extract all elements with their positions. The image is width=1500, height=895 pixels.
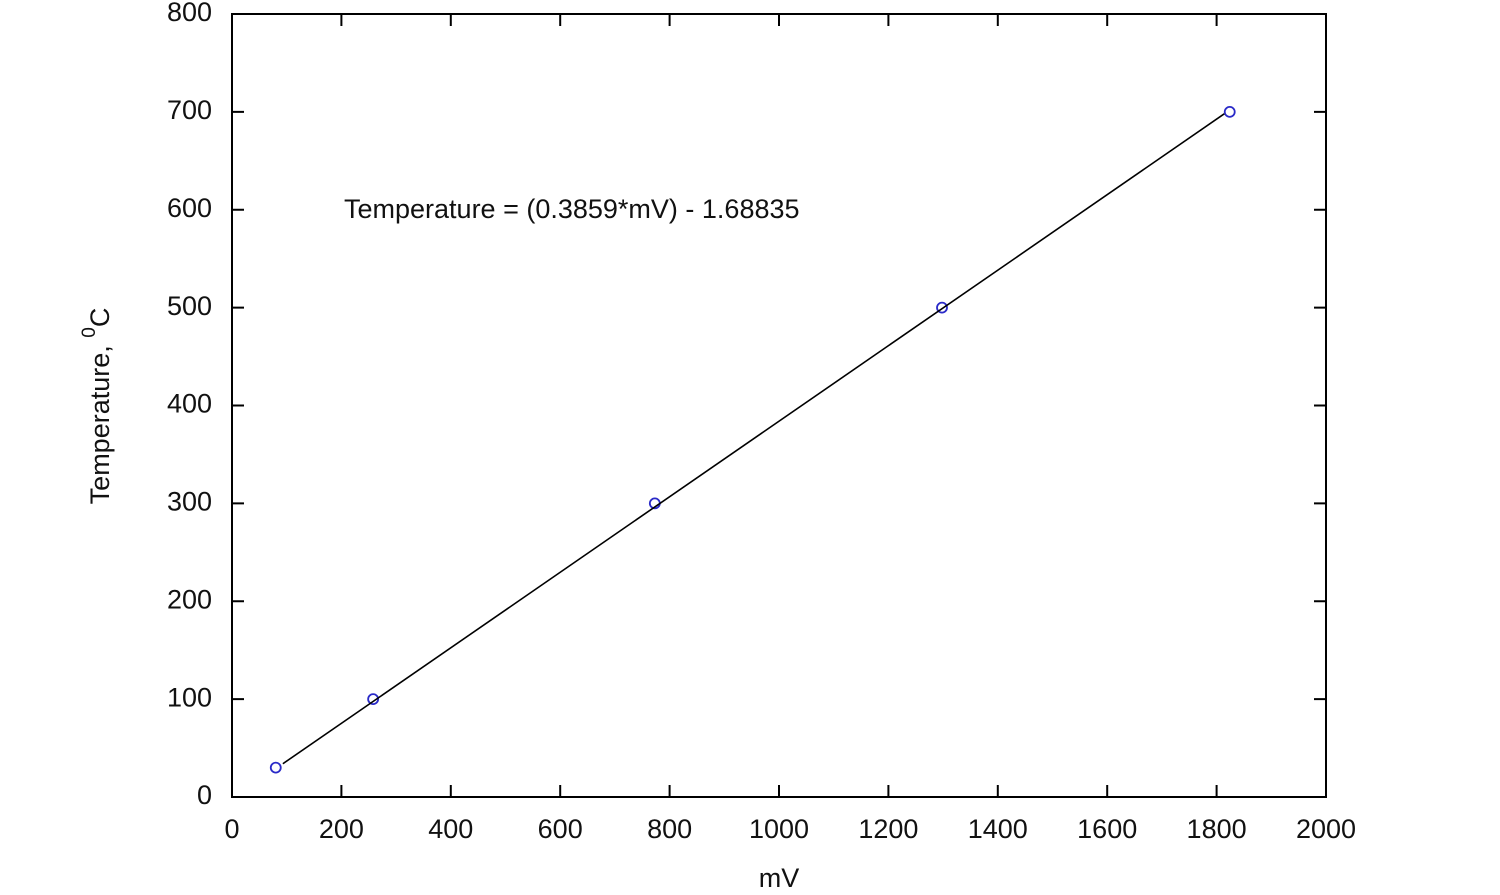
x-tick-label: 600	[538, 814, 583, 844]
y-tick-label: 300	[167, 487, 212, 517]
y-label-unit: C	[85, 308, 115, 328]
x-tick-label: 1200	[858, 814, 918, 844]
y-axis-label: Temperature, 0C	[79, 308, 115, 505]
data-point	[367, 693, 380, 706]
x-tick-label: 1000	[749, 814, 809, 844]
y-tick-label: 100	[167, 682, 212, 712]
x-tick-label: 200	[319, 814, 364, 844]
y-tick-label: 400	[167, 389, 212, 419]
y-tick-label: 500	[167, 291, 212, 321]
plot-frame	[231, 13, 1327, 798]
x-tick-label: 1800	[1187, 814, 1247, 844]
y-tick-label: 200	[167, 584, 212, 614]
data-point	[269, 761, 282, 774]
x-tick-label: 400	[428, 814, 473, 844]
fit-line	[282, 113, 1225, 765]
x-tick-label: 1400	[968, 814, 1028, 844]
y-tick-label: 700	[167, 95, 212, 125]
y-tick-label: 800	[167, 0, 212, 27]
x-tick-label: 800	[647, 814, 692, 844]
x-tick-label: 0	[224, 814, 239, 844]
x-tick-label: 2000	[1296, 814, 1356, 844]
y-label-text: Temperature,	[85, 338, 115, 505]
y-tick-label: 0	[197, 780, 212, 810]
data-point	[1223, 105, 1236, 118]
x-axis-label: mV	[759, 863, 800, 893]
data-point	[936, 301, 948, 314]
y-label-superscript: 0	[79, 327, 100, 338]
annotation: Temperature = (0.3859*mV) - 1.68835	[344, 194, 800, 224]
x-tick-label: 1600	[1077, 814, 1137, 844]
y-tick-label: 600	[167, 193, 212, 223]
